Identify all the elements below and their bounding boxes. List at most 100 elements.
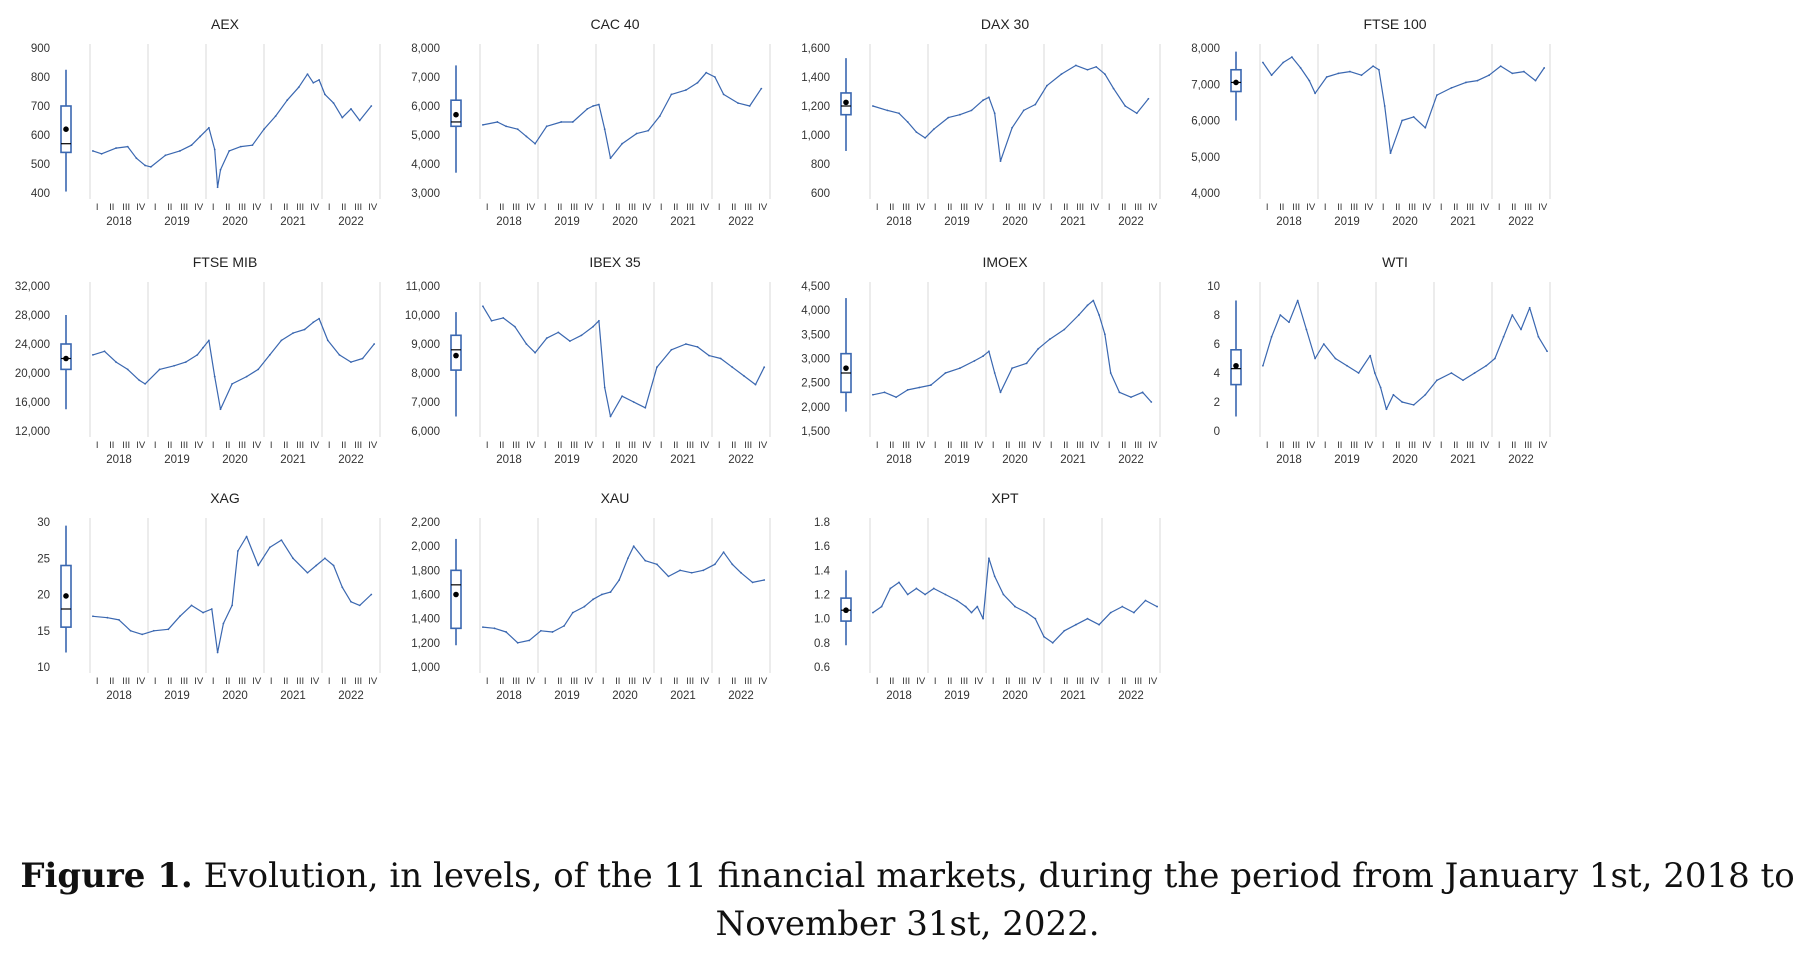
quarter-tick-label: II <box>1279 440 1284 451</box>
quarter-tick-label: III <box>1292 202 1300 213</box>
data-point <box>970 109 973 112</box>
data-point <box>482 305 484 308</box>
quarter-tick-label: IV <box>1306 202 1316 213</box>
chart-title: WTI <box>1382 254 1408 270</box>
quarter-tick-label: I <box>1382 440 1385 451</box>
quarter-tick-label: IV <box>136 676 146 687</box>
quarter-tick-label: IV <box>310 202 320 213</box>
quarter-tick-label: I <box>1498 202 1501 213</box>
data-point <box>213 375 216 378</box>
data-point <box>1485 364 1488 367</box>
quarter-tick-label: II <box>283 440 288 451</box>
y-tick-label: 0.6 <box>814 662 830 674</box>
quarter-tick-label: II <box>167 676 172 687</box>
series-line <box>482 305 765 418</box>
quarter-tick-label: IV <box>252 440 262 451</box>
quarter-tick-label: I <box>328 676 331 687</box>
y-tick-label: 8,000 <box>1191 43 1220 55</box>
quarter-tick-label: III <box>1134 202 1142 213</box>
year-tick-label: 2021 <box>670 216 696 228</box>
quarter-tick-label: II <box>499 440 504 451</box>
data-point <box>332 564 335 567</box>
data-point <box>1520 328 1522 331</box>
data-point <box>1401 119 1403 122</box>
data-point <box>1436 379 1438 382</box>
quarter-tick-label: I <box>660 676 663 687</box>
data-point <box>502 317 505 319</box>
quarter-tick-label: IV <box>700 202 710 213</box>
data-point <box>1296 299 1299 302</box>
quarter-tick-label: II <box>283 676 288 687</box>
quarter-tick-label: IV <box>252 676 262 687</box>
year-tick-label: 2019 <box>944 690 970 702</box>
y-tick-label: 1,000 <box>411 662 440 674</box>
data-point <box>1476 79 1479 82</box>
data-point <box>959 367 961 370</box>
year-tick-label: 2019 <box>1334 216 1360 228</box>
quarter-tick-label: II <box>615 202 620 213</box>
y-tick-label: 600 <box>31 130 50 142</box>
quarter-tick-label: III <box>1466 202 1474 213</box>
data-point <box>373 343 376 345</box>
quarter-tick-label: I <box>934 202 937 213</box>
y-tick-label: 4,500 <box>801 281 830 293</box>
year-tick-label: 2022 <box>728 216 754 228</box>
chart-title: IBEX 35 <box>589 254 641 270</box>
quarter-tick-label: II <box>225 676 230 687</box>
data-point <box>1383 105 1386 107</box>
quarter-tick-label: IV <box>194 202 204 213</box>
year-tick-label: 2018 <box>886 454 912 466</box>
data-point <box>621 142 623 145</box>
quarter-tick-label: IV <box>584 202 594 213</box>
data-point <box>618 579 621 581</box>
year-tick-label: 2021 <box>670 690 696 702</box>
data-point <box>303 328 306 331</box>
y-tick-label: 4,000 <box>801 305 830 317</box>
quarter-tick-label: III <box>744 440 752 451</box>
year-tick-label: 2020 <box>1392 454 1418 466</box>
data-point <box>563 625 565 627</box>
data-point <box>915 587 918 590</box>
box-mean <box>843 365 849 371</box>
quarter-tick-label: II <box>947 440 952 451</box>
data-point <box>571 121 574 123</box>
quarter-tick-label: III <box>960 440 968 451</box>
data-point <box>528 639 531 642</box>
quarter-tick-label: I <box>1108 202 1111 213</box>
quarter-tick-label: IV <box>916 676 926 687</box>
data-point <box>115 361 117 364</box>
chart-panel-cac-40: CAC 40 3,000 4,000 5,000 6,000 7,000 8,000 I II I… <box>390 10 840 290</box>
data-point <box>600 593 603 596</box>
year-tick-label: 2020 <box>612 454 638 466</box>
data-point <box>1086 304 1089 307</box>
quarter-tick-label: I <box>96 676 99 687</box>
y-tick-label: 3,000 <box>801 354 830 366</box>
data-point <box>603 128 606 131</box>
year-tick-label: 2021 <box>1450 216 1476 228</box>
year-tick-label: 2020 <box>612 690 638 702</box>
data-point <box>656 366 658 369</box>
quarter-tick-label: IV <box>1090 202 1100 213</box>
y-tick-label: 2,000 <box>411 541 440 553</box>
quarter-tick-label: II <box>889 440 894 451</box>
quarter-tick-label: IV <box>368 202 378 213</box>
quarter-tick-label: I <box>718 202 721 213</box>
data-point <box>324 93 326 96</box>
quarter-tick-label: III <box>1466 440 1474 451</box>
data-point <box>1262 61 1264 64</box>
data-point <box>924 137 926 139</box>
data-point <box>306 571 309 574</box>
y-tick-label: 16,000 <box>15 397 50 409</box>
quarter-tick-label: III <box>902 676 910 687</box>
data-point <box>1060 73 1063 75</box>
data-point <box>1337 72 1340 75</box>
year-tick-label: 2022 <box>338 216 364 228</box>
data-point <box>496 121 499 123</box>
quarter-tick-label: IV <box>1090 440 1100 451</box>
quarter-tick-label: II <box>557 202 562 213</box>
y-tick-label: 7,000 <box>1191 79 1220 91</box>
data-point <box>106 616 109 619</box>
data-point <box>1523 70 1525 73</box>
